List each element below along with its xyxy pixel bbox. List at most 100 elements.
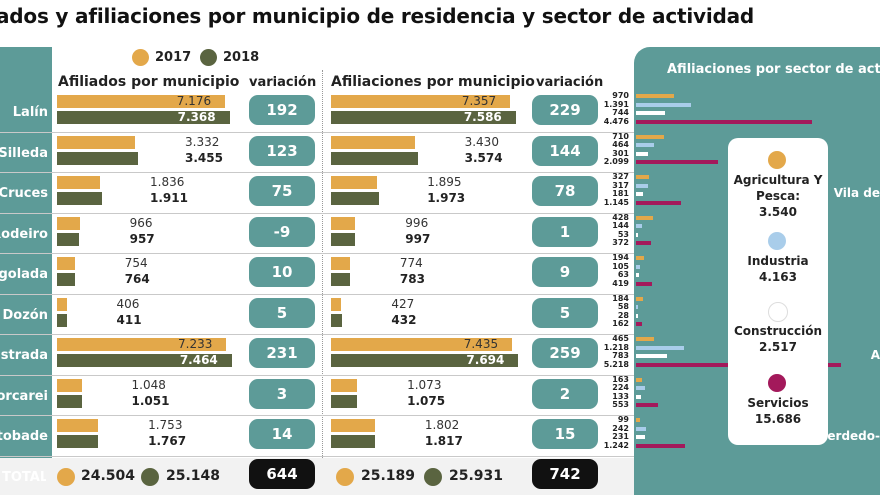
left-variation-1: 123 <box>249 135 315 166</box>
left-bar-2017-0 <box>57 95 226 108</box>
left-bar-2018-6 <box>57 354 232 367</box>
sector-value-label: 5.218 <box>603 359 629 369</box>
right-bar-2017-4 <box>331 257 350 270</box>
municipality-label: Cotobade <box>0 429 48 444</box>
municipality-label: Dozón <box>2 307 48 323</box>
left-bar-2018-7 <box>57 394 82 408</box>
right-bar-2018-0 <box>331 111 516 124</box>
sector-bar <box>636 322 643 326</box>
left-variation-5: 5 <box>249 297 315 328</box>
sector-bar <box>636 281 653 286</box>
right-label-2018-6: 7.694 <box>466 353 505 367</box>
sector-legend-box: Agricultura Y Pesca: 3.540 Industria 4.163 C… <box>728 138 828 445</box>
sector-legend-label: Agricultura Y Pesca: 3.540 <box>723 172 833 220</box>
sector-value-label: 1.242 <box>603 440 629 450</box>
row-divider <box>0 172 634 173</box>
left-bar-2017-5 <box>57 297 67 311</box>
sector-bar <box>636 111 666 115</box>
left-label-2018-2: 1.911 <box>150 191 188 205</box>
right-variation-2: 78 <box>532 176 598 206</box>
left-bar-2018-8 <box>57 435 99 448</box>
right-variation-8: 15 <box>532 419 598 449</box>
legend-2017-label: 2017 <box>155 50 192 65</box>
sector-bar <box>636 119 812 124</box>
sector-bar <box>636 443 685 448</box>
sector-bar <box>636 313 638 318</box>
sector-bar <box>636 305 639 309</box>
left-bar-2017-2 <box>57 176 100 189</box>
sector-side-label-cerdedo: Cerdedo- <box>818 429 880 443</box>
sector-value-label: 28 <box>617 310 629 320</box>
left-label-2018-0: 7.368 <box>177 110 216 124</box>
right-bar-2017-5 <box>331 297 342 311</box>
sector-value-label: 184 <box>612 293 629 303</box>
right-label-2018-7: 1.075 <box>407 393 446 408</box>
sector-bar <box>636 232 639 237</box>
sector-total: 15.686 <box>754 412 802 426</box>
sector-value-label: 783 <box>612 351 629 360</box>
right-label-2017-4: 774 <box>399 256 423 270</box>
right-bar-2018-7 <box>331 394 358 408</box>
row-divider <box>0 131 634 133</box>
left-bar-2017-8 <box>57 419 99 432</box>
sector-bar <box>636 241 651 245</box>
right-bar-2018-8 <box>331 435 376 448</box>
row-divider <box>0 293 634 295</box>
total-2017-dot-right <box>336 468 354 486</box>
right-label-2017-2: 1.895 <box>427 175 462 189</box>
sector-value-label: 1.218 <box>603 342 629 352</box>
right-label-2018-4: 783 <box>399 272 425 286</box>
sector-value-label: 1.145 <box>603 197 629 207</box>
section-divider <box>322 70 324 490</box>
sector-bar <box>636 143 655 147</box>
sector-name: Servicios <box>747 396 809 410</box>
total-2018-dot-left <box>141 468 159 486</box>
sector-side-label-a: A <box>870 348 880 362</box>
sector-value-label: 162 <box>612 319 629 328</box>
sector-total: 2.517 <box>759 340 797 354</box>
sector-bar <box>636 345 684 350</box>
right-section-heading: Afiliaciones por municipio <box>331 74 535 90</box>
right-bar-2017-8 <box>331 419 375 432</box>
sector-bar <box>636 151 648 156</box>
sector-bar <box>636 426 646 431</box>
sector-value-label: 710 <box>612 131 629 141</box>
total-2018-right: 25.931 <box>449 468 504 484</box>
left-bar-2017-4 <box>57 257 75 270</box>
left-label-2018-7: 1.051 <box>131 393 170 408</box>
right-bar-2018-4 <box>331 273 351 286</box>
sector-value-label: 465 <box>612 334 629 343</box>
left-bar-2017-6 <box>57 338 227 351</box>
left-label-2017-1: 3.332 <box>185 134 220 149</box>
left-label-2017-8: 1.753 <box>148 418 183 432</box>
left-variation-heading: variación <box>249 75 317 90</box>
left-label-2018-5: 411 <box>116 312 142 327</box>
sector-value-column: 970 1.391 744 4.476 710 464 301 2.099 327 317 181 1… <box>598 90 632 460</box>
right-variation-3: 1 <box>532 216 598 247</box>
sector-legend-label: Industria 4.163 <box>723 253 833 285</box>
left-label-2017-3: 966 <box>129 215 153 230</box>
right-bar-2017-7 <box>331 378 358 392</box>
left-bar-2018-0 <box>57 111 230 124</box>
right-variation-6: 259 <box>532 338 598 368</box>
right-label-2018-2: 1.973 <box>427 191 466 205</box>
sector-value-label: 428 <box>612 212 629 222</box>
sector-bar <box>636 403 658 407</box>
left-bar-2017-3 <box>57 216 80 230</box>
right-label-2018-0: 7.586 <box>463 110 502 124</box>
right-bar-2017-2 <box>331 176 378 189</box>
sector-value-label: 970 <box>612 91 629 100</box>
row-divider <box>0 334 634 335</box>
sector-value-label: 163 <box>612 374 629 384</box>
sector-bar <box>636 273 639 277</box>
sector-bar <box>636 160 719 164</box>
left-label-2017-5: 406 <box>116 296 140 311</box>
sector-legend-dot <box>768 232 786 250</box>
left-variation-0: 192 <box>249 95 315 125</box>
sector-value-label: 58 <box>617 302 629 311</box>
sector-value-label: 242 <box>612 423 629 433</box>
right-variation-4: 9 <box>532 257 598 287</box>
right-bar-2018-3 <box>331 232 356 246</box>
row-divider <box>0 253 634 254</box>
sector-name: Construcción <box>733 324 823 338</box>
